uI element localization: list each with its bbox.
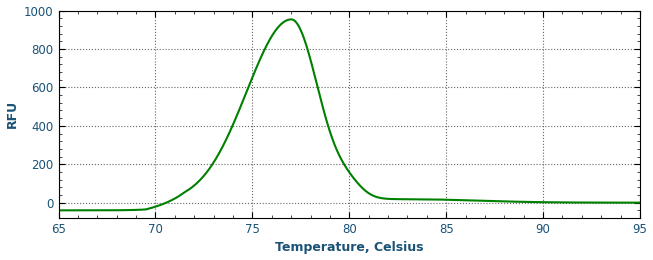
- X-axis label: Temperature, Celsius: Temperature, Celsius: [275, 242, 424, 255]
- Y-axis label: RFU: RFU: [6, 100, 18, 128]
